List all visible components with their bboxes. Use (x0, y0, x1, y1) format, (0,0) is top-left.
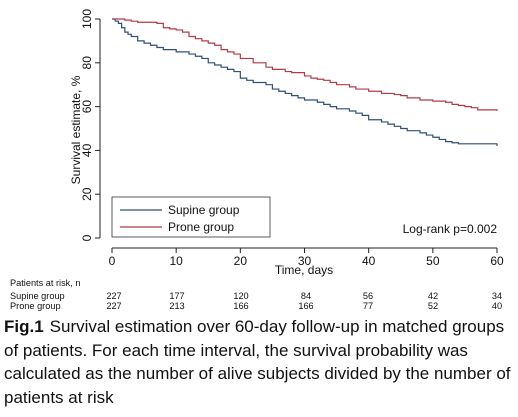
x-tick-label: 40 (362, 254, 376, 268)
x-tick-label: 20 (234, 254, 248, 268)
legend-label: Supine group (168, 203, 240, 217)
x-tick-label: 30 (298, 254, 312, 268)
chart-legend: Supine group Prone group (111, 196, 271, 238)
risk-cell: 56 (362, 291, 374, 301)
chart-series (112, 18, 498, 147)
x-tick-label: 0 (109, 254, 116, 268)
chart-axes: 0 20 40 60 80 100 0 10 20 30 40 50 60 (80, 9, 504, 268)
risk-cell: 227 (106, 291, 122, 301)
risk-cell: 84 (300, 291, 312, 301)
x-tick-label: 60 (490, 254, 504, 268)
risk-row-prone: Prone group 227 213 166 166 77 52 40 (0, 301, 518, 312)
y-tick-label: 20 (80, 187, 94, 201)
x-tick-label: 10 (169, 254, 183, 268)
survival-chart: 0 20 40 60 80 100 0 10 20 30 40 50 60 Supine group Pr… (69, 9, 504, 277)
risk-cell: 166 (298, 301, 314, 311)
y-tick-label: 80 (80, 56, 94, 70)
figure-label: Fig.1 (4, 317, 44, 336)
risk-cell: 166 (233, 301, 249, 311)
legend-frame (111, 196, 271, 238)
y-tick-label: 0 (80, 234, 94, 241)
risk-table-title: Patients at risk, n (10, 278, 81, 288)
risk-row-label: Prone group (10, 301, 61, 311)
supine-survival-line (112, 18, 498, 147)
y-axis-label: Survival estimate, % (69, 75, 83, 184)
risk-cell: 34 (491, 291, 503, 301)
y-tick-label: 60 (80, 100, 94, 114)
risk-cell: 77 (362, 301, 374, 311)
caption-text: Survival estimation over 60-day follow-u… (4, 317, 511, 407)
x-tick-label: 50 (426, 254, 440, 268)
risk-cell: 213 (169, 301, 185, 311)
risk-cell: 52 (427, 301, 439, 311)
risk-cell: 227 (106, 301, 122, 311)
risk-row-supine: Supine group 227 177 120 84 56 42 34 (0, 291, 518, 302)
prone-survival-line (112, 18, 498, 111)
x-axis-label: Time, days (275, 263, 333, 277)
risk-cell: 177 (169, 291, 185, 301)
figure-caption: Fig.1 Survival estimation over 60-day fol… (4, 315, 516, 409)
risk-table-title-row: Patients at risk, n (0, 278, 518, 289)
y-tick-label: 40 (80, 143, 94, 157)
y-tick-label: 100 (80, 9, 94, 29)
risk-cell: 120 (233, 291, 249, 301)
logrank-annotation: Log-rank p=0.002 (403, 222, 498, 236)
risk-row-label: Supine group (10, 291, 65, 301)
risk-cell: 42 (427, 291, 439, 301)
patients-at-risk-table: Patients at risk, n Supine group 227 177… (0, 278, 518, 328)
legend-label: Prone group (168, 220, 234, 234)
risk-cell: 40 (491, 301, 503, 311)
